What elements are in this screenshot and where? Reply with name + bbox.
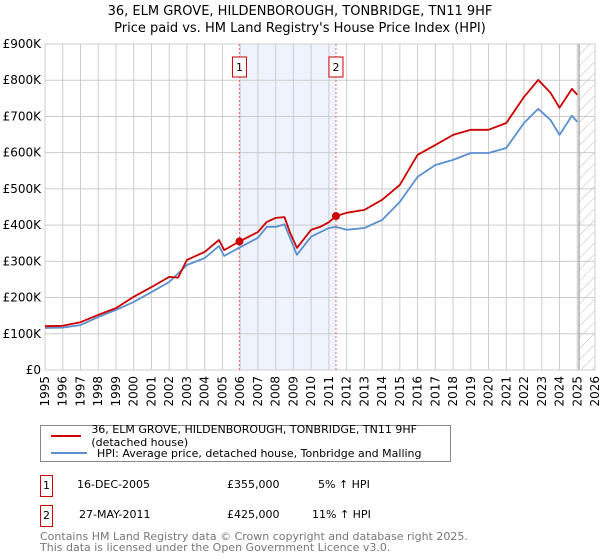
x-tick-label: 2016 — [411, 376, 425, 407]
x-tick-label: 1995 — [38, 376, 52, 407]
x-tick-label: 2026 — [588, 376, 600, 407]
x-tick-label: 2021 — [499, 376, 513, 407]
x-tick-label: 2019 — [464, 376, 478, 407]
sale-marker-box — [328, 56, 344, 78]
x-tick-label: 2004 — [198, 376, 212, 407]
legend-item-property: 36, ELM GROVE, HILDENBOROUGH, TONBRIDGE,… — [51, 423, 450, 449]
plot-border — [44, 43, 596, 371]
y-tick-label: £700K — [3, 109, 43, 123]
x-tick-label: 2008 — [269, 376, 283, 407]
x-tick-label: 2018 — [446, 376, 460, 407]
chart-subtitle: Price paid vs. HM Land Registry's House … — [114, 21, 486, 36]
x-tick-label: 2001 — [144, 376, 158, 407]
x-tick-label: 2007 — [251, 376, 265, 407]
y-tick-label: £900K — [3, 37, 43, 51]
y-tick-label: £500K — [3, 182, 43, 196]
legend-swatch-red — [51, 435, 82, 437]
x-tick-label: 2005 — [215, 376, 229, 407]
chart-title: 36, ELM GROVE, HILDENBOROUGH, TONBRIDGE,… — [107, 4, 493, 19]
shaded-period — [239, 44, 336, 370]
sale-price: £425,000 — [227, 508, 280, 521]
forecast-hatch — [579, 44, 595, 370]
x-tick-label: 2003 — [180, 376, 194, 407]
sale-row: 1 16-DEC-2005 £355,000 5% ↑ HPI — [40, 475, 460, 497]
x-tick-label: 1999 — [109, 376, 123, 407]
sale-marker-badge: 2 — [40, 505, 53, 527]
y-tick-label: £0 — [26, 363, 41, 377]
x-tick-label: 2020 — [482, 376, 496, 407]
sale-marker-label: 1 — [236, 61, 243, 74]
sale-marker-label: 2 — [332, 61, 339, 74]
x-tick-label: 2025 — [570, 376, 584, 407]
y-tick-label: £100K — [3, 327, 43, 341]
x-tick-label: 2015 — [393, 376, 407, 407]
sale-hpi-diff: 5% ↑ HPI — [318, 478, 370, 491]
legend-item-hpi: HPI: Average price, detached house, Tonb… — [51, 445, 422, 461]
sale-point — [331, 212, 340, 221]
x-tick-label: 1998 — [91, 376, 105, 407]
legend: 36, ELM GROVE, HILDENBOROUGH, TONBRIDGE,… — [40, 423, 451, 462]
footer-copyright: Contains HM Land Registry data © Crown c… — [40, 530, 468, 543]
chart-area: 1995 1996 1997 1998 1999 2000 2001 2002 2003 2004… — [3, 37, 600, 407]
x-tick-label: 2012 — [340, 376, 354, 407]
x-tick-label: 2023 — [535, 376, 549, 407]
x-tick-label: 2010 — [304, 376, 318, 407]
y-tick-label: £300K — [3, 254, 43, 268]
y-tick-label: £200K — [3, 291, 43, 305]
sale-row: 2 27-MAY-2011 £425,000 11% ↑ HPI — [40, 505, 460, 527]
x-tick-label: 2014 — [375, 376, 389, 407]
y-tick-label: £800K — [3, 73, 43, 87]
series-line — [44, 79, 578, 328]
x-tick-label: 2002 — [162, 376, 176, 407]
x-tick-label: 2011 — [322, 376, 336, 407]
footer-licence: This data is licensed under the Open Gov… — [40, 541, 391, 554]
sale-date: 16-DEC-2005 — [77, 478, 151, 491]
sale-marker-badge: 1 — [40, 475, 53, 497]
x-tick-label: 2000 — [127, 376, 141, 407]
legend-label: 36, ELM GROVE, HILDENBOROUGH, TONBRIDGE,… — [91, 423, 417, 449]
x-tick-label: 1997 — [73, 376, 87, 407]
sale-hpi-diff: 11% ↑ HPI — [312, 508, 371, 521]
legend-swatch-blue — [51, 452, 87, 454]
sale-date: 27-MAY-2011 — [79, 508, 151, 521]
x-tick-label: 2022 — [517, 376, 531, 407]
series-line — [44, 107, 578, 329]
legend-label: HPI: Average price, detached house, Tonb… — [97, 446, 422, 460]
x-tick-label: 2009 — [286, 376, 300, 407]
x-tick-label: 2006 — [233, 376, 247, 407]
x-tick-label: 1996 — [56, 376, 70, 407]
sale-point — [235, 237, 244, 246]
x-tick-label: 2017 — [428, 376, 442, 407]
x-tick-label: 2013 — [357, 376, 371, 407]
y-tick-label: £600K — [3, 146, 43, 160]
x-tick-label: 2024 — [553, 376, 567, 407]
y-tick-label: £400K — [3, 218, 43, 232]
sale-price: £355,000 — [227, 478, 280, 491]
sale-marker-box — [231, 56, 247, 78]
